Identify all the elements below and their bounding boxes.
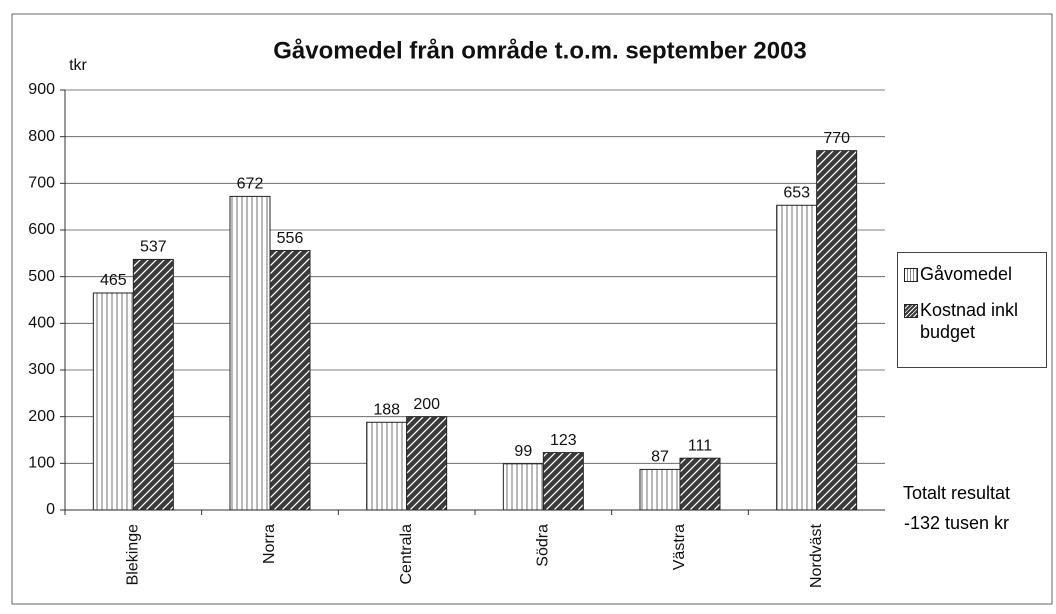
value-label: 653 (783, 184, 810, 201)
value-label: 123 (550, 432, 577, 449)
x-tick-label: Västra (671, 524, 688, 570)
legend-label: Kostnad inkl budget (920, 300, 1019, 342)
value-label: 537 (140, 239, 167, 256)
bar (92, 292, 134, 511)
legend: Gåvomedel Kostnad inkl budget (897, 252, 1047, 368)
x-tick-label: Centrala (398, 524, 415, 585)
value-label: 770 (823, 130, 850, 147)
legend-item: Gåvomedel (904, 263, 1046, 285)
x-tick-label: Nordväst (808, 523, 825, 588)
value-label: 672 (237, 176, 264, 193)
legend-swatch (904, 268, 918, 282)
bar (816, 150, 858, 511)
annotation: Totalt resultat -132 tusen kr (903, 483, 1011, 533)
bar (229, 195, 271, 511)
bar (406, 416, 448, 511)
bar (502, 463, 544, 511)
y-tick-label: 800 (28, 128, 55, 145)
bar (639, 468, 681, 511)
value-label: 465 (100, 272, 127, 289)
y-tick-label: 900 (28, 81, 55, 98)
legend-label: Gåvomedel (920, 264, 1013, 284)
y-tick-label: 300 (28, 361, 55, 378)
y-tick-label: 400 (28, 315, 55, 332)
y-tick-label: 600 (28, 221, 55, 238)
chart-border (11, 13, 1053, 605)
y-axis-label: tkr (69, 57, 87, 74)
y-tick-label: 200 (28, 408, 55, 425)
value-label: 556 (277, 230, 304, 247)
bar (542, 452, 584, 511)
x-tick-label: Blekinge (125, 524, 142, 585)
value-label: 99 (514, 443, 532, 460)
legend-item: Kostnad inkl budget (904, 299, 1046, 343)
x-tick-label: Södra (535, 524, 552, 567)
bar (366, 421, 408, 511)
y-tick-label: 100 (28, 455, 55, 472)
y-tick-label: 0 (46, 501, 55, 518)
bar (776, 204, 818, 511)
value-label: 188 (373, 401, 400, 418)
value-label: 200 (413, 396, 440, 413)
bar (269, 250, 311, 511)
value-label: 111 (688, 437, 712, 454)
value-label: 87 (651, 449, 669, 466)
legend-swatch (904, 304, 918, 318)
x-tick-label: Norra (261, 524, 278, 564)
y-tick-label: 700 (28, 175, 55, 192)
y-tick-label: 500 (28, 268, 55, 285)
bar (679, 457, 721, 511)
chart-title: Gåvomedel från område t.o.m. september 2… (273, 37, 807, 64)
bar (132, 258, 174, 511)
